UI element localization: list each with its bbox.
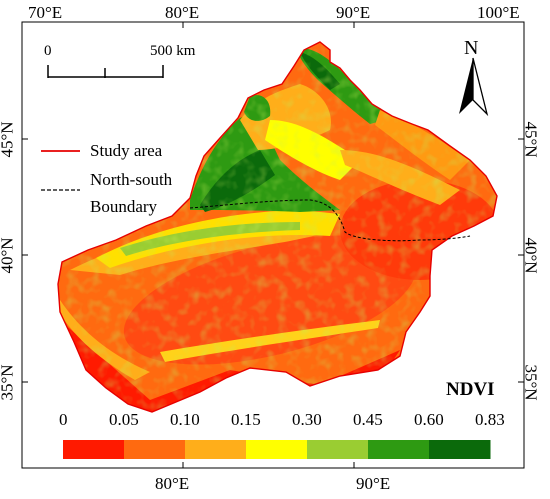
colorbar-tick-label: 0.60 <box>414 410 444 429</box>
colorbar-tick-label: 0.15 <box>231 410 261 429</box>
colorbar-swatch <box>124 440 186 459</box>
left-label-40n: 40°N <box>0 237 17 274</box>
colorbar-tick-label: 0.45 <box>353 410 383 429</box>
bottom-label-90e: 90°E <box>356 474 391 493</box>
colorbar-title: NDVI <box>446 379 495 400</box>
colorbar-swatch <box>185 440 247 459</box>
colorbar-swatch <box>63 440 125 459</box>
colorbar-tick-label: 0.10 <box>170 410 200 429</box>
study-area-outline <box>57 41 498 413</box>
right-label-40n: 40°N <box>521 237 541 274</box>
scale-bar-start: 0 <box>44 43 52 59</box>
scale-bar-end: 500 km <box>150 43 196 59</box>
left-label-45n: 45°N <box>0 121 17 158</box>
colorbar-tick-label: 0 <box>59 410 68 429</box>
colorbar-swatch <box>368 440 430 459</box>
top-label-100e: 100°E <box>477 3 520 22</box>
top-label-70e: 70°E <box>28 3 63 22</box>
scale-bar <box>47 65 164 78</box>
graticule-ticks <box>22 22 524 468</box>
colorbar-swatch <box>246 440 308 459</box>
right-label-45n: 45°N <box>521 121 541 158</box>
colorbar-swatch <box>307 440 369 459</box>
north-arrow-icon <box>459 57 489 117</box>
top-label-90e: 90°E <box>336 3 371 22</box>
legend-boundary-label-2: Boundary <box>90 197 158 216</box>
colorbar-tick-label: 0.05 <box>109 410 139 429</box>
colorbar-tick-label: 0.83 <box>475 410 505 429</box>
ndvi-colorbar <box>63 440 491 459</box>
top-label-80e: 80°E <box>165 3 200 22</box>
colorbar-swatch <box>429 440 491 459</box>
north-arrow-label: N <box>464 37 479 59</box>
colorbar-tick-label: 0.30 <box>292 410 322 429</box>
legend-boundary-label-1: North-south <box>90 170 173 189</box>
legend-study-area-label: Study area <box>90 141 163 160</box>
north-south-boundary <box>189 199 471 242</box>
bottom-label-80e: 80°E <box>155 474 190 493</box>
left-label-35n: 35°N <box>0 364 17 401</box>
right-label-35n: 35°N <box>521 364 541 401</box>
